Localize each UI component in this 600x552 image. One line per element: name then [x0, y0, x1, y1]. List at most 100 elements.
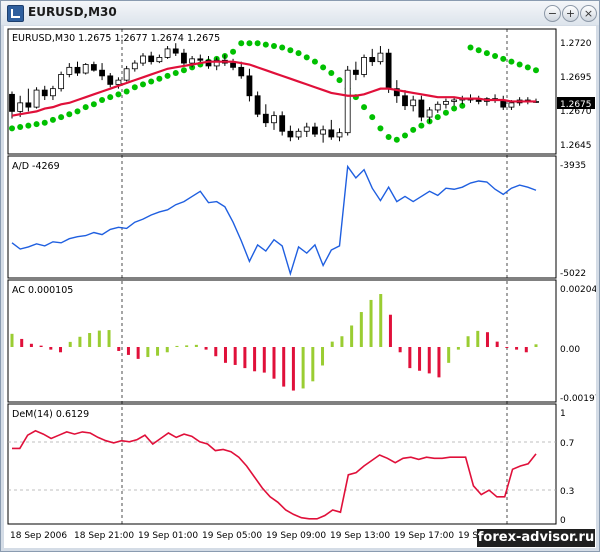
sar-dot — [262, 41, 269, 48]
ac-bar — [388, 314, 392, 347]
ac-panel-label: AC 0.000105 — [12, 285, 73, 296]
candle-body — [393, 88, 400, 97]
y-tick-label: -3935 — [560, 161, 586, 171]
x-tick-label: 19 Sep 13:00 — [330, 531, 390, 541]
candle-body — [344, 69, 351, 134]
candle-body — [41, 89, 48, 97]
sar-dot — [49, 116, 56, 123]
sar-dot — [402, 132, 408, 139]
ac-bar — [29, 343, 33, 347]
ac-bar — [466, 336, 470, 347]
ac-bar — [107, 330, 111, 347]
chart-area[interactable]: EURUSD,M30 1.2675 1.2677 1.2674 1.2675 A… — [4, 26, 600, 548]
ac-bar — [156, 347, 160, 356]
ad-panel[interactable] — [7, 155, 557, 279]
sar-dot — [41, 119, 48, 126]
candle-body — [271, 115, 277, 124]
ac-bar — [68, 341, 72, 347]
maximize-button[interactable]: + — [562, 5, 579, 22]
current-price-badge — [557, 97, 595, 109]
candle-body — [262, 113, 269, 124]
candle-body — [475, 99, 482, 102]
sar-dot — [164, 72, 171, 79]
ac-bar — [495, 341, 499, 347]
y-tick-label: -0.001970 — [560, 394, 596, 404]
candle-body — [140, 55, 146, 64]
ac-bar — [39, 345, 43, 347]
window-title: EURUSD,M30 — [28, 5, 117, 19]
candle-body — [115, 79, 122, 85]
candle-body — [279, 115, 286, 132]
dem-series — [12, 429, 537, 520]
ac-bar — [272, 347, 276, 379]
sar-dot — [172, 70, 179, 77]
sar-dot — [442, 109, 449, 116]
ad-line — [11, 164, 537, 277]
candle-body — [254, 95, 261, 115]
sar-dot — [434, 114, 441, 121]
sar-dot — [180, 67, 187, 74]
ac-bar — [214, 347, 218, 357]
title-bar[interactable]: EURUSD,M30 − + × — [1, 1, 599, 25]
ac-bar — [398, 347, 402, 353]
ad-series — [11, 164, 537, 277]
y-tick-label: 1.2720 — [560, 39, 592, 49]
sar-dot — [33, 121, 40, 128]
candle-body — [50, 88, 56, 97]
sar-dot — [393, 136, 400, 143]
ac-bar — [117, 347, 121, 351]
ac-bar — [204, 347, 208, 350]
sar-dot — [516, 61, 523, 68]
candle-body — [74, 66, 81, 74]
x-tick-label: 19 Sep 09:00 — [266, 531, 326, 541]
sar-dot — [107, 94, 114, 101]
ac-bar — [223, 347, 227, 363]
sar-dot — [492, 52, 499, 59]
x-tick-label: 18 Sep 2006 — [10, 531, 67, 541]
candle-body — [131, 62, 138, 70]
sar-dot — [90, 101, 97, 108]
sar-dot — [483, 50, 490, 57]
candle-body — [328, 129, 335, 138]
dem-panel[interactable] — [7, 403, 557, 525]
ac-bar — [437, 347, 441, 378]
dem-panel-label: DeM(14) 0.6129 — [12, 409, 89, 420]
candle-body — [402, 95, 408, 107]
sar-dot — [361, 104, 368, 111]
ac-bar — [427, 347, 431, 374]
candle-body — [82, 64, 89, 74]
price-panel-label: EURUSD,M30 1.2675 1.2677 1.2674 1.2675 — [12, 33, 220, 44]
ac-bar — [485, 332, 489, 347]
x-tick-label: 19 Sep 01:00 — [138, 531, 198, 541]
ac-bar — [146, 347, 150, 358]
candle-body — [33, 89, 40, 108]
sar-dot — [123, 88, 130, 95]
sar-dot — [287, 47, 294, 54]
sar-dot — [385, 133, 392, 140]
candle-body — [303, 126, 310, 132]
ac-bar — [447, 347, 451, 363]
candle-body — [443, 101, 449, 105]
y-tick-label: 0.00 — [560, 345, 580, 355]
sar-dot — [533, 67, 539, 74]
ac-bar — [418, 347, 422, 371]
ac-bar — [505, 347, 509, 348]
candle-body — [66, 66, 73, 75]
sar-dot — [74, 108, 81, 115]
candle-body — [164, 48, 171, 58]
sar-dot — [451, 105, 458, 112]
chart-canvas[interactable]: EURUSD,M30 1.2675 1.2677 1.2674 1.2675 A… — [4, 26, 600, 548]
ac-bar — [340, 336, 344, 347]
candle-body — [9, 93, 15, 112]
dem-line — [12, 429, 537, 520]
ac-bar — [126, 347, 130, 355]
y-tick-label: 0.7 — [560, 439, 574, 449]
sar-dot — [279, 44, 286, 51]
close-button[interactable]: × — [580, 5, 597, 22]
sar-dot — [311, 58, 318, 65]
sar-dot — [508, 58, 515, 65]
sar-dot — [156, 75, 163, 82]
minimize-button[interactable]: − — [544, 5, 561, 22]
sar-dot — [524, 64, 531, 71]
ac-bar — [59, 347, 63, 353]
